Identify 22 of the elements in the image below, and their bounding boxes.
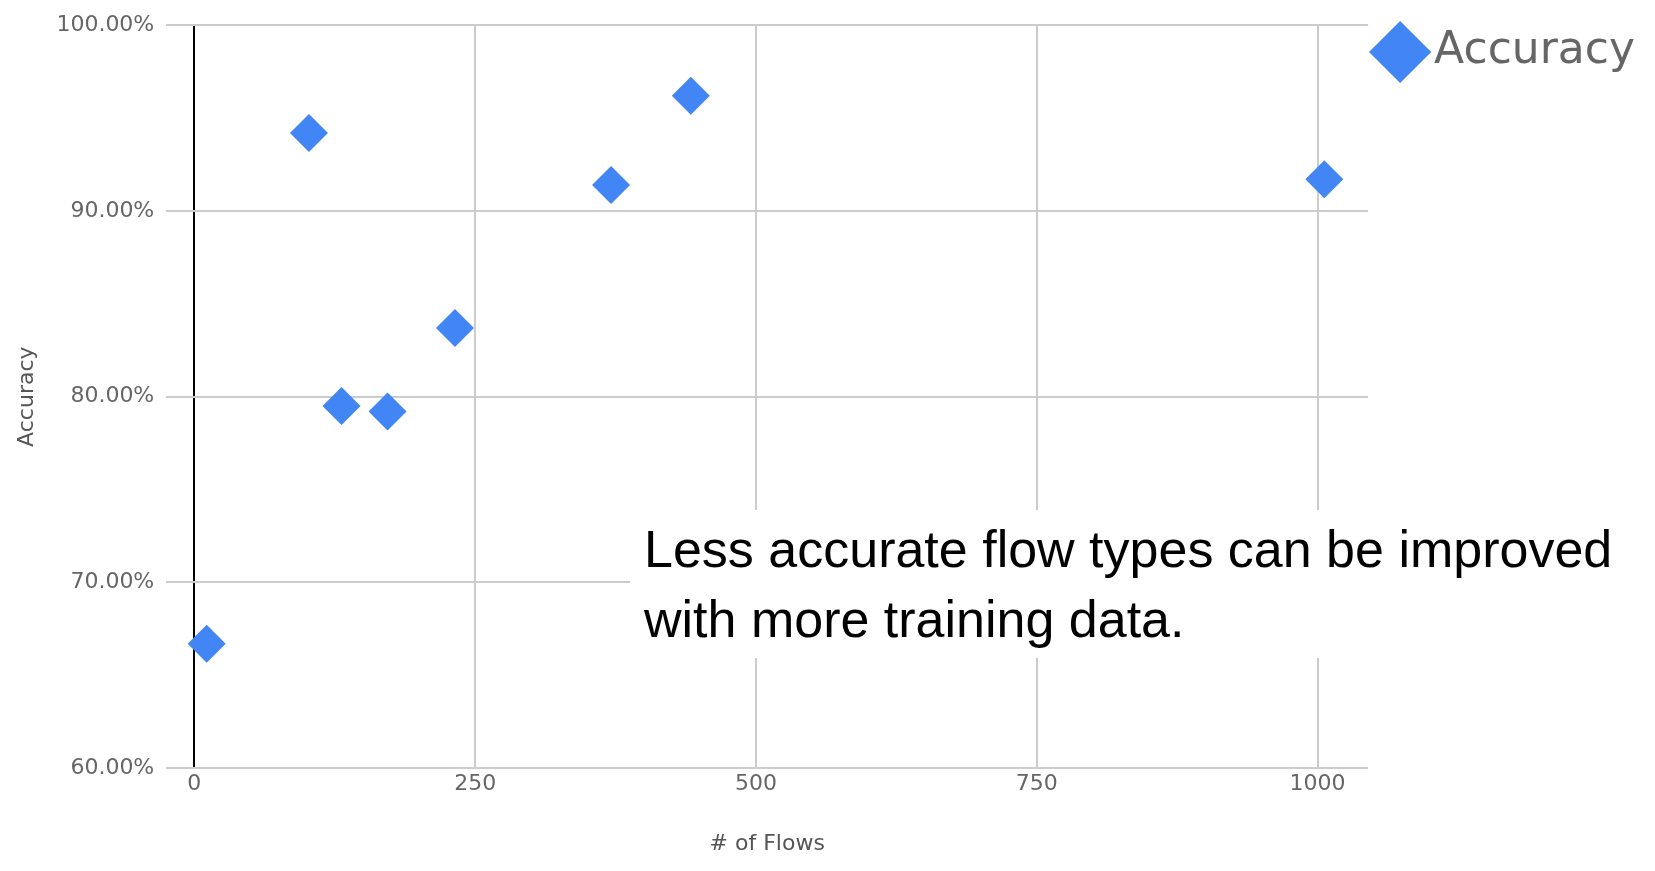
x-axis-title: # of Flows <box>709 829 825 855</box>
point <box>435 308 474 347</box>
y-tick-label: 60.00% <box>70 753 155 779</box>
y-tick-label: 80.00% <box>70 382 155 408</box>
y-tick-label: 100.00% <box>56 10 155 36</box>
point <box>322 386 361 425</box>
point <box>187 624 226 663</box>
x-tick-label: 250 <box>454 770 497 796</box>
x-tick-label: 1000 <box>1289 770 1346 796</box>
point <box>1305 160 1344 199</box>
x-tick-label: 500 <box>734 770 777 796</box>
x-tick-label: 750 <box>1015 770 1058 796</box>
annotation: Less accurate flow types can be improved with more training data. <box>644 519 1614 650</box>
point <box>671 76 710 115</box>
point <box>368 392 407 431</box>
y-tick-label: 70.00% <box>70 568 155 594</box>
point <box>289 113 328 152</box>
y-tick-label: 90.00% <box>70 196 155 222</box>
y-axis-title: Accuracy <box>12 346 38 447</box>
legend-label: Accuracy <box>1434 22 1636 74</box>
x-tick-label: 0 <box>187 770 202 796</box>
point <box>592 165 631 204</box>
